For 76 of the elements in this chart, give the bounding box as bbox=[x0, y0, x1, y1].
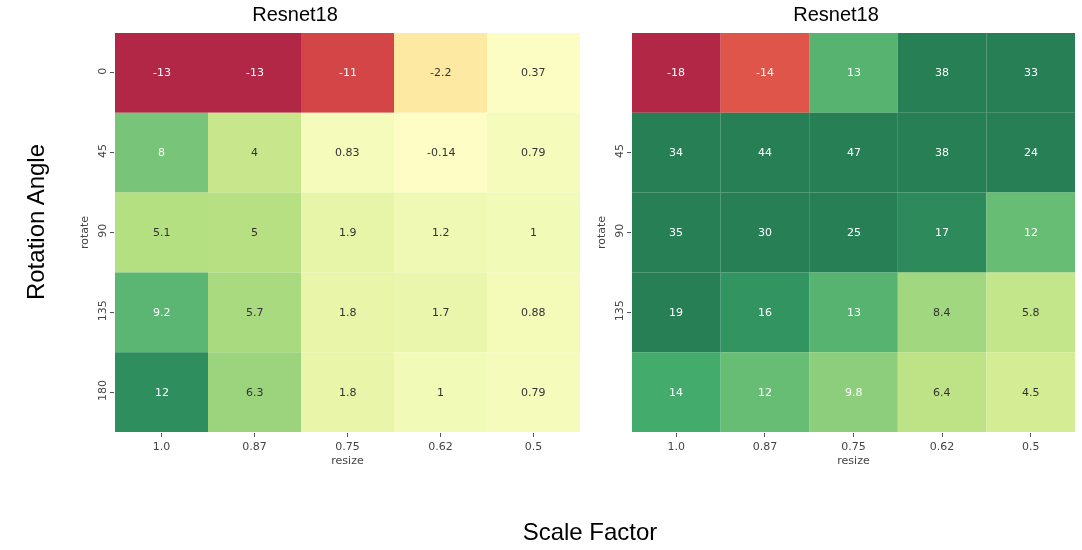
data-label: 8.4 bbox=[933, 306, 951, 319]
data-label: 0.88 bbox=[521, 306, 546, 319]
data-label: 1.2 bbox=[432, 226, 450, 239]
data-label: 19 bbox=[669, 306, 683, 319]
data-label: 9.8 bbox=[845, 386, 863, 399]
data-label: -13 bbox=[246, 66, 264, 79]
data-label: 1.9 bbox=[339, 226, 357, 239]
text: Rotation Angle bbox=[22, 143, 50, 301]
data-label: 6.4 bbox=[933, 386, 951, 399]
data-label: 12 bbox=[155, 386, 169, 399]
data-label: 14 bbox=[669, 386, 683, 399]
data-label: 13 bbox=[847, 66, 861, 79]
data-label: 9.2 bbox=[153, 306, 171, 319]
data-label: -2.2 bbox=[430, 66, 452, 79]
y-tick-label: 135 bbox=[95, 300, 109, 322]
y-tick-label: 135 bbox=[612, 300, 626, 322]
y-tick-label: 180 bbox=[95, 379, 109, 401]
data-label: 5 bbox=[251, 226, 258, 239]
data-label: -18 bbox=[667, 66, 685, 79]
x-tick-label: 0.5 bbox=[524, 440, 543, 454]
data-label: 12 bbox=[758, 386, 772, 399]
x-tick-label: 0.62 bbox=[929, 440, 955, 454]
data-label: 44 bbox=[758, 146, 772, 159]
data-label: 4.5 bbox=[1022, 386, 1040, 399]
x-tick-label: 0.62 bbox=[428, 440, 453, 454]
data-label: -0.14 bbox=[427, 146, 456, 159]
data-label: 5.7 bbox=[246, 306, 264, 319]
y-axis-title: rotate bbox=[78, 215, 92, 250]
data-label: 0.83 bbox=[335, 146, 360, 159]
x-axis-title: resize bbox=[837, 454, 870, 468]
data-label: 8 bbox=[158, 146, 165, 159]
data-label: 6.3 bbox=[246, 386, 264, 399]
data-label: 12 bbox=[1024, 226, 1038, 239]
data-label: 38 bbox=[935, 66, 949, 79]
x-tick-label: 0.87 bbox=[752, 440, 778, 454]
y-tick-label: 0 bbox=[95, 67, 109, 75]
data-label: 0.79 bbox=[521, 146, 546, 159]
data-label: -13 bbox=[153, 66, 171, 79]
y-tick-label: 90 bbox=[95, 223, 109, 238]
y-tick-label: 90 bbox=[612, 223, 626, 238]
x-tick-label: 1.0 bbox=[152, 440, 171, 454]
data-label: 5.1 bbox=[153, 226, 171, 239]
data-label: 1.8 bbox=[339, 386, 357, 399]
x-axis-title: resize bbox=[331, 454, 364, 468]
chart-title: Resnet18 bbox=[793, 3, 879, 26]
y-tick-label: 45 bbox=[95, 144, 109, 159]
data-label: 24 bbox=[1024, 146, 1038, 159]
data-label: 0.79 bbox=[521, 386, 546, 399]
data-label: 13 bbox=[847, 306, 861, 319]
data-label: -14 bbox=[756, 66, 774, 79]
data-label: 5.8 bbox=[1022, 306, 1040, 319]
data-label: 1.8 bbox=[339, 306, 357, 319]
data-label: 0.37 bbox=[521, 66, 546, 79]
x-tick-label: 0.87 bbox=[242, 440, 267, 454]
data-label: 33 bbox=[1024, 66, 1038, 79]
data-label: 34 bbox=[669, 146, 683, 159]
y-axis-title: rotate bbox=[595, 215, 609, 250]
x-tick-label: 1.0 bbox=[667, 440, 686, 454]
y-tick-label: 45 bbox=[612, 144, 626, 159]
data-label: 1 bbox=[437, 386, 444, 399]
x-tick-label: 0.5 bbox=[1021, 440, 1040, 454]
data-label: 1 bbox=[530, 226, 537, 239]
data-label: -11 bbox=[339, 66, 357, 79]
data-label: 16 bbox=[758, 306, 772, 319]
text: Scale Factor bbox=[522, 518, 658, 546]
chart-title: Resnet18 bbox=[252, 3, 338, 26]
data-label: 4 bbox=[251, 146, 258, 159]
data-label: 38 bbox=[935, 146, 949, 159]
x-tick-label: 0.75 bbox=[335, 440, 360, 454]
data-label: 47 bbox=[847, 146, 861, 159]
data-label: 17 bbox=[935, 226, 949, 239]
data-label: 30 bbox=[758, 226, 772, 239]
data-label: 35 bbox=[669, 226, 683, 239]
data-label: 25 bbox=[847, 226, 861, 239]
data-label: 1.7 bbox=[432, 306, 450, 319]
x-tick-label: 0.75 bbox=[841, 440, 866, 454]
